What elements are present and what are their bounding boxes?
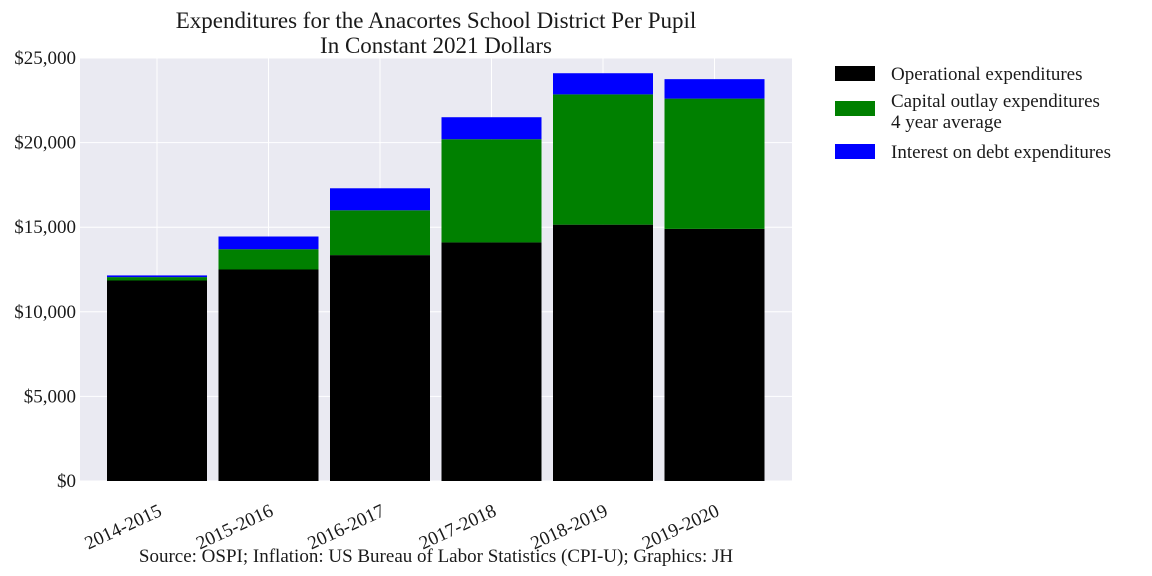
y-tick-label: $15,000 xyxy=(14,217,76,238)
bar-segment-interest-on-debt xyxy=(107,275,207,278)
y-tick-label: $25,000 xyxy=(14,48,76,69)
legend-swatch xyxy=(835,144,875,159)
source-note: Source: OSPI; Inflation: US Bureau of La… xyxy=(139,546,733,567)
legend: Operational expenditures Capital outlay e… xyxy=(835,64,1111,163)
chart-title: Expenditures for the Anacortes School Di… xyxy=(176,8,697,33)
legend-label: Operational expenditures xyxy=(891,64,1083,85)
bar-segment-interest-on-debt xyxy=(441,117,542,140)
bar-segment-capital-outlay xyxy=(218,249,319,270)
bar-segment-operational xyxy=(553,224,653,482)
bar-segment-interest-on-debt xyxy=(330,188,430,211)
y-axis: $0 $5,000 $10,000 $15,000 $20,000 $25,000 xyxy=(14,48,76,492)
y-tick-label: $10,000 xyxy=(14,302,76,323)
bar-segment-capital-outlay xyxy=(107,277,207,281)
bar-segment-capital-outlay xyxy=(441,139,542,243)
y-tick-label: $20,000 xyxy=(14,133,76,154)
bar-segment-interest-on-debt xyxy=(664,79,765,99)
bar-segment-interest-on-debt xyxy=(553,73,653,95)
legend-swatch xyxy=(835,66,875,81)
bar-segment-capital-outlay xyxy=(664,98,765,229)
chart-subtitle: In Constant 2021 Dollars xyxy=(320,33,552,58)
legend-label: Capital outlay expenditures 4 year averag… xyxy=(891,91,1100,133)
legend-swatch xyxy=(835,101,875,116)
y-tick-label: $5,000 xyxy=(24,386,76,407)
bar-segment-operational xyxy=(218,269,319,481)
bar-segment-capital-outlay xyxy=(553,94,653,225)
bar-segment-operational xyxy=(441,242,542,481)
bar-segment-operational xyxy=(330,255,430,481)
bar-segment-operational xyxy=(664,228,765,481)
y-tick-label: $0 xyxy=(57,471,76,492)
bar-segment-interest-on-debt xyxy=(218,236,319,250)
bar-segment-capital-outlay xyxy=(330,210,430,256)
bar-segment-operational xyxy=(107,280,207,481)
bars xyxy=(107,73,765,482)
legend-label: Interest on debt expenditures xyxy=(891,142,1111,163)
